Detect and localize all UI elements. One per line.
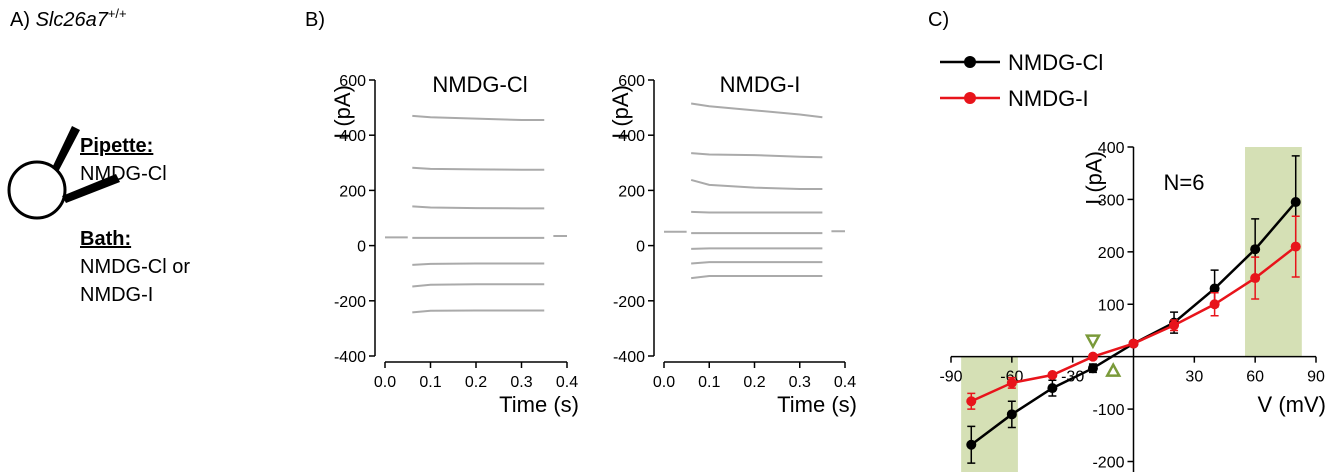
point (966, 439, 977, 450)
panel-label: C) (928, 9, 949, 31)
y-tick-label: -100 (1092, 402, 1124, 419)
pipette-heading: Pipette: (80, 135, 153, 157)
bath-solution: NMDG-I (80, 284, 153, 306)
y-tick-label: 200 (1098, 245, 1125, 262)
y-axis-label: I (pA) (1082, 151, 1107, 205)
y-tick-label: 400 (1098, 140, 1125, 157)
x-axis-label: Time (s) (777, 392, 857, 417)
trace (412, 166, 545, 171)
x-tick-label: 60 (1246, 369, 1264, 386)
genotype: Slc26a7 (36, 9, 109, 31)
point (1290, 241, 1301, 252)
y-tick-label: -200 (613, 294, 645, 311)
trace (385, 234, 567, 239)
pipette-icon (7, 126, 120, 220)
point (1087, 363, 1098, 374)
point (1209, 299, 1220, 310)
trace (412, 309, 545, 314)
point (1047, 383, 1058, 394)
x-axis-label: V (mV) (1258, 392, 1326, 417)
x-tick-label: 0.4 (556, 374, 578, 391)
point (1169, 320, 1180, 331)
trace (690, 178, 823, 191)
point (1047, 370, 1058, 381)
y-tick-label: 0 (636, 239, 645, 256)
trace (691, 274, 823, 280)
genotype-superscript: +/+ (108, 6, 127, 21)
bath-heading: Bath: (80, 228, 131, 250)
x-tick-label: 0.3 (510, 374, 532, 391)
y-tick-label: -200 (1092, 455, 1124, 472)
y-tick-label: -400 (334, 349, 366, 366)
y-tick-label: 200 (618, 183, 645, 200)
legend-marker (964, 56, 976, 68)
point (1128, 338, 1139, 349)
x-tick-label: 0.1 (698, 374, 720, 391)
y-tick-label: 600 (339, 73, 366, 90)
x-tick-label: 0.0 (653, 374, 675, 391)
pipette (62, 174, 120, 203)
bath-solution: NMDG-Cl or (80, 256, 190, 278)
point (1290, 197, 1301, 208)
panel-label: A) (10, 9, 30, 31)
point (1250, 244, 1261, 255)
x-tick-label: 0.3 (789, 374, 811, 391)
y-tick-label: 100 (1098, 297, 1125, 314)
x-tick-label: 0.2 (465, 374, 487, 391)
y-tick-label: 400 (339, 128, 366, 145)
x-tick-label: 0.0 (374, 374, 396, 391)
chart-title: NMDG-Cl (432, 72, 527, 97)
point (1006, 409, 1017, 420)
y-tick-label: -400 (613, 349, 645, 366)
legend-label: NMDG-I (1008, 86, 1089, 111)
y-tick-label: 600 (618, 73, 645, 90)
x-tick-label: 0.2 (743, 374, 765, 391)
trace (412, 114, 545, 122)
y-tick-label: 0 (357, 239, 366, 256)
trace (691, 261, 823, 265)
reversal-marker (1084, 334, 1102, 350)
point (1006, 377, 1017, 388)
x-tick-label: 0.4 (834, 374, 856, 391)
pipette-solution: NMDG-Cl (80, 163, 167, 185)
annotation: N=6 (1164, 170, 1205, 195)
trace (691, 152, 823, 159)
y-tick-label: -200 (334, 294, 366, 311)
x-tick-label: 30 (1185, 369, 1203, 386)
legend-marker (964, 92, 976, 104)
trace (690, 102, 823, 119)
trace (664, 230, 845, 233)
x-tick-label: 0.1 (419, 374, 441, 391)
x-tick-label: -90 (939, 369, 962, 386)
trace (412, 205, 545, 210)
trace (691, 210, 823, 214)
chart-title: NMDG-I (720, 72, 801, 97)
trace (691, 247, 823, 250)
point (1209, 283, 1220, 294)
panel-label: B) (305, 9, 325, 31)
point (1250, 273, 1261, 284)
point (1087, 351, 1098, 362)
y-tick-label: 400 (618, 128, 645, 145)
cell (7, 160, 67, 220)
legend-label: NMDG-Cl (1008, 50, 1103, 75)
x-tick-label: 90 (1307, 369, 1325, 386)
panel-a-header: A) Slc26a7+/+ (10, 6, 127, 31)
trace (412, 262, 545, 266)
y-tick-label: 200 (339, 183, 366, 200)
x-axis-label: Time (s) (499, 392, 579, 417)
y-axis-label: I (pA) (608, 85, 633, 139)
point (966, 396, 977, 407)
y-axis-label: I (pA) (330, 85, 355, 139)
trace (412, 283, 545, 288)
y-tick-label: 300 (1098, 192, 1125, 209)
pipette (52, 126, 80, 172)
reversal-marker (1105, 362, 1122, 377)
